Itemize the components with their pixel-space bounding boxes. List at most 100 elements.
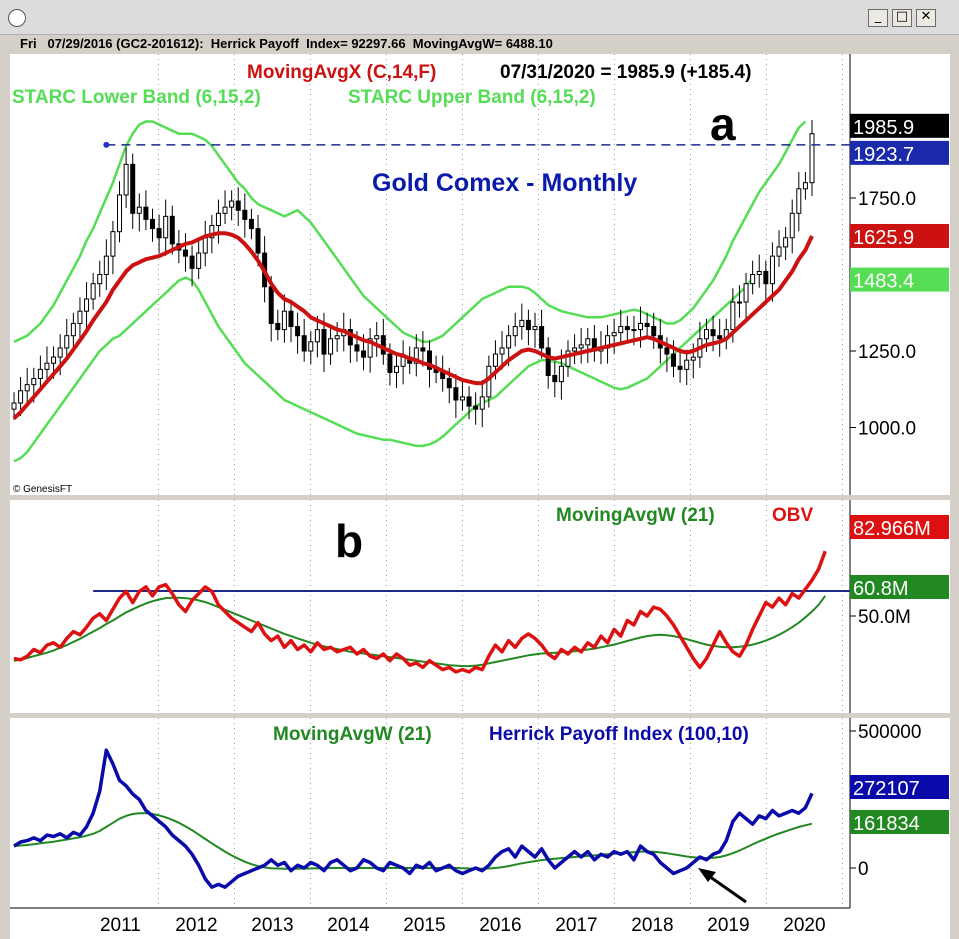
label-obv-value: 82.966M [853,518,931,540]
candle-14 [103,239,109,291]
info-line: Fri 07/29/2016 (GC2-201612): Herrick Pay… [20,36,553,51]
candle-46 [314,315,320,358]
candle-55 [374,321,380,357]
candle-body-18 [130,163,136,214]
candle-body-67 [453,387,459,401]
candle-43 [295,312,301,354]
candle-body-79 [532,326,538,331]
panel-b-y-ticks: 50.0M [850,607,911,628]
legend-obv: OBV [772,505,814,526]
candle-body-33 [229,200,235,208]
price-moving-average [12,231,814,420]
candle-34 [235,187,241,226]
candle-body-53 [361,350,367,358]
y-tick-a-label-0: 1750.0 [858,189,916,210]
candle-body-28 [196,252,202,269]
candle-body-75 [506,335,512,349]
candle-91 [611,318,617,354]
separator-b-c[interactable] [0,713,959,718]
candle-15 [110,220,116,275]
candle-27 [189,245,195,287]
candle-body-44 [301,335,307,352]
candle-62 [420,331,426,367]
separator-a-b[interactable] [0,495,959,500]
candle-body-91 [611,332,617,337]
candle-body-83 [558,365,564,383]
candle-body-12 [90,283,96,300]
candle-body-66 [446,378,452,389]
panel-c-y-ticks: 500000 0 [850,722,921,880]
close-button[interactable]: ✕ [916,9,936,27]
x-label-2018: 2018 [631,915,673,936]
x-label-2011: 2011 [100,915,141,936]
candle-93 [624,315,630,343]
candle-2 [24,367,30,407]
x-label-2016: 2016 [479,915,521,936]
candle-84 [565,340,571,378]
candle-96 [644,312,650,338]
candle-12 [90,272,96,310]
candle-body-87 [585,338,591,346]
candle-81 [545,337,551,389]
candle-body-86 [578,344,584,349]
candle-82 [552,361,558,398]
minimize-button[interactable]: _ [868,9,888,27]
candle-body-63 [426,350,432,370]
candle-body-117 [783,237,789,248]
label-obv-value-bg [850,515,949,539]
candle-20 [143,190,149,231]
candle-69 [466,386,472,420]
candle-92 [618,309,624,344]
panel-a-background [10,54,850,495]
x-label-2015: 2015 [403,915,445,936]
legend-hpi: Herrick Payoff Index (100,10) [489,724,749,745]
candle-body-119 [796,188,802,214]
candle-11 [84,282,90,330]
candle-120 [802,171,808,200]
chart-title: Gold Comex - Monthly [372,169,637,197]
starc-bands [13,120,807,463]
candle-118 [789,199,795,254]
candle-40 [275,309,281,341]
label-dashed-level-bg [850,140,949,165]
candle-body-109 [730,301,736,331]
candle-97 [651,312,657,349]
candle-body-115 [769,255,775,285]
candle-26 [182,233,188,272]
maximize-button[interactable]: □ [892,9,912,27]
candle-87 [585,328,591,363]
candle-body-47 [321,329,327,355]
candle-body-96 [644,322,650,328]
label-lower-band-bg [850,267,949,292]
candle-body-112 [750,274,756,285]
candle-body-69 [466,396,472,407]
candle-35 [242,193,248,238]
candle-body-113 [756,270,762,276]
y-tick-b-label-0: 50.0M [858,607,911,628]
x-label-2020: 2020 [783,915,825,936]
y-tick-c-label-1: 0 [858,859,869,880]
candle-74 [499,331,505,370]
candle-54 [367,328,373,373]
candle-body-54 [367,338,373,358]
candle-body-100 [671,353,677,367]
candle-71 [479,380,485,428]
candle-body-55 [374,335,380,340]
label-hpi-value-bg [850,775,949,799]
candle-body-8 [64,335,70,349]
starc-upper-band [13,120,807,344]
candle-body-46 [314,329,320,343]
x-label-2014: 2014 [327,915,370,936]
year-gridlines [157,54,843,908]
app-icon[interactable] [8,9,26,27]
candle-body-110 [736,301,742,304]
candle-body-22 [156,228,162,239]
candle-body-26 [182,249,188,257]
x-label-2017: 2017 [555,915,597,936]
candle-body-42 [288,310,294,328]
candle-45 [308,331,314,365]
candle-body-49 [334,335,340,340]
annotation-letter-b: b [335,515,363,567]
